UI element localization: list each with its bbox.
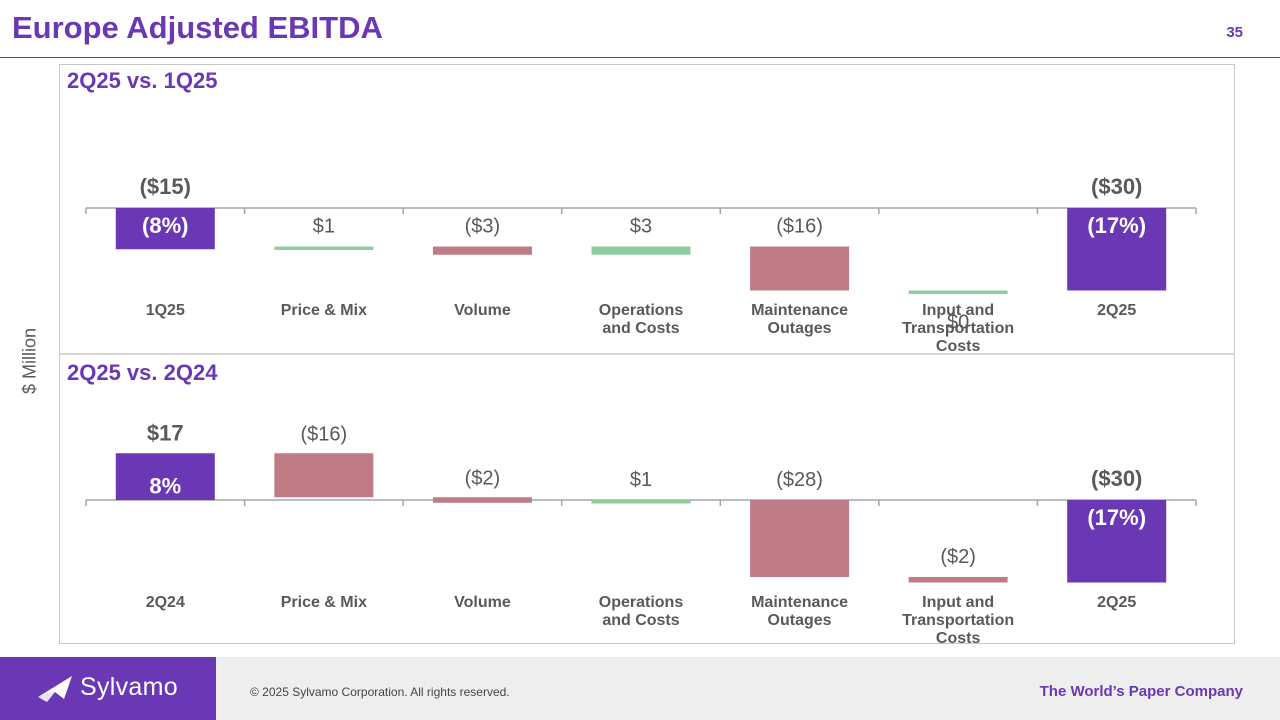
value-label: ($16) xyxy=(301,423,348,445)
margin-label: (17%) xyxy=(1087,505,1146,530)
waterfall-chart-yoy: $17 8% 2Q24 ($16) Price & Mix ($2) Volume $1 Ope… xyxy=(85,420,1197,646)
delta-bar xyxy=(591,246,691,255)
total-bar xyxy=(115,453,215,500)
delta-bar xyxy=(432,246,532,255)
margin-label: 8% xyxy=(149,473,181,498)
waterfall-chart-qoq: ($15) (8%) 1Q25 $1 Price & Mix ($3) Volume $3 Op… xyxy=(85,174,1197,354)
delta-bar xyxy=(591,500,691,504)
chart-divider xyxy=(59,353,1235,355)
panel-title: 2Q25 vs. 1Q25 xyxy=(67,68,218,93)
delta-bar xyxy=(750,500,850,577)
waterfall-panel-qoq: 2Q25 vs. 1Q25 ($15) (8%) 1Q25 $1 Price & Mix… xyxy=(0,64,1280,354)
category-label: 2Q24 xyxy=(146,594,185,611)
category-label: Input and xyxy=(922,594,994,611)
footer: Sylvamo © 2025 Sylvamo Corporation. All … xyxy=(0,657,1280,720)
total-bar xyxy=(1067,500,1167,583)
value-label: ($15) xyxy=(140,174,191,199)
delta-bar xyxy=(908,290,1008,294)
value-label: ($30) xyxy=(1091,466,1142,491)
category-label: and Costs xyxy=(602,612,679,629)
value-label: ($2) xyxy=(465,467,501,489)
value-label: $0 xyxy=(947,312,969,334)
title-divider xyxy=(0,57,1280,58)
paper-plane-icon xyxy=(38,676,72,702)
category-label: Operations xyxy=(599,594,684,611)
copyright: © 2025 Sylvamo Corporation. All rights r… xyxy=(250,685,510,699)
logo: Sylvamo xyxy=(0,657,216,720)
value-label: ($30) xyxy=(1091,174,1142,199)
margin-label: (8%) xyxy=(142,213,188,238)
margin-label: (17%) xyxy=(1087,213,1146,238)
delta-bar xyxy=(274,246,374,250)
category-label: Price & Mix xyxy=(281,594,367,611)
total-bar xyxy=(115,208,215,250)
slide-title: Europe Adjusted EBITDA xyxy=(12,10,383,45)
logo-text: Sylvamo xyxy=(80,673,178,701)
category-label: Price & Mix xyxy=(281,302,367,319)
delta-bar xyxy=(908,577,1008,583)
category-label: Transportation xyxy=(902,612,1014,629)
tagline: The World’s Paper Company xyxy=(1039,683,1243,700)
delta-bar xyxy=(432,497,532,503)
value-label: ($16) xyxy=(776,216,823,238)
category-label: Outages xyxy=(768,612,832,629)
panel-title: 2Q25 vs. 2Q24 xyxy=(67,360,218,385)
value-label: $17 xyxy=(147,420,184,445)
category-label: and Costs xyxy=(602,320,679,337)
value-label: $1 xyxy=(313,216,335,238)
category-label: Costs xyxy=(936,338,981,354)
category-label: Operations xyxy=(599,302,684,319)
category-label: Volume xyxy=(454,302,511,319)
total-bar xyxy=(1067,208,1167,291)
delta-bar xyxy=(750,246,850,291)
page-number: 35 xyxy=(1226,24,1243,41)
category-label: 2Q25 xyxy=(1097,594,1136,611)
category-label: Outages xyxy=(768,320,832,337)
category-label: Maintenance xyxy=(751,302,848,319)
delta-bar xyxy=(274,453,374,498)
category-label: Transportation xyxy=(902,320,1014,337)
category-label: 1Q25 xyxy=(146,302,185,319)
value-label: ($28) xyxy=(776,469,823,491)
category-label: Volume xyxy=(454,594,511,611)
category-label: Input and xyxy=(922,302,994,319)
waterfall-panel-yoy: 2Q25 vs. 2Q24 $17 8% 2Q24 ($16) Price & Mix (… xyxy=(0,356,1280,646)
value-label: $1 xyxy=(630,469,652,491)
category-label: Costs xyxy=(936,630,981,646)
value-label: $3 xyxy=(630,216,652,238)
value-label: ($2) xyxy=(940,546,976,568)
value-label: ($3) xyxy=(465,216,501,238)
category-label: Maintenance xyxy=(751,594,848,611)
category-label: 2Q25 xyxy=(1097,302,1136,319)
